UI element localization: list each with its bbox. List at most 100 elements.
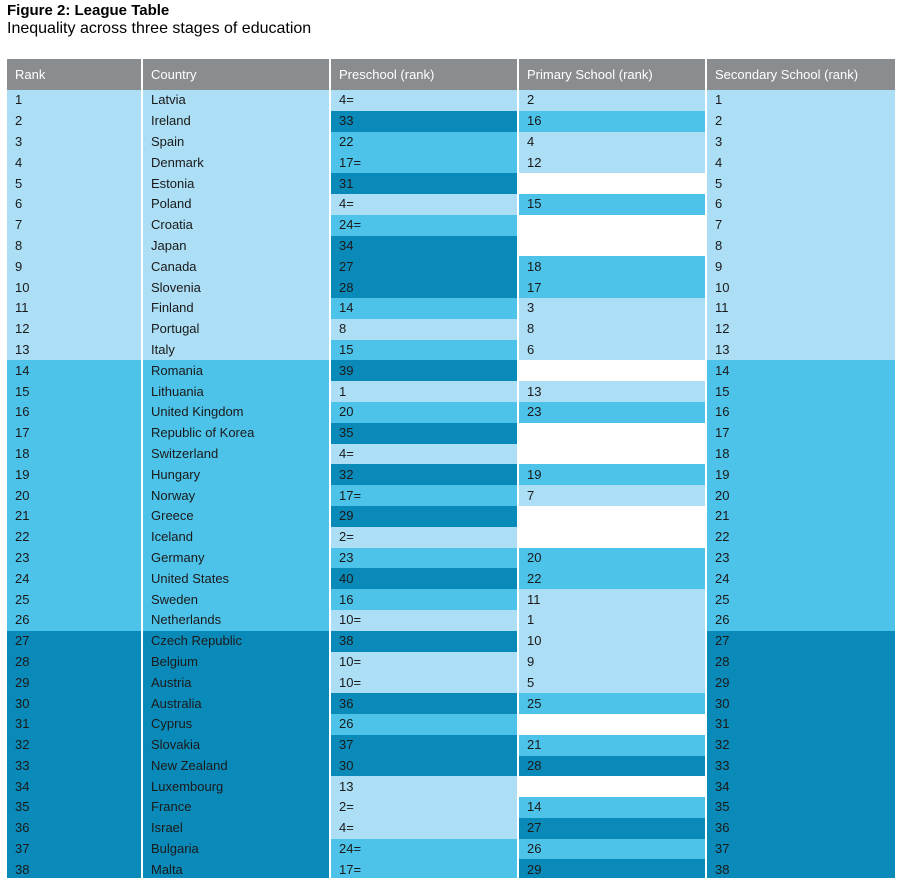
rank-cell: 7 bbox=[7, 214, 143, 236]
table-row: 4 Denmark 17= 12 4 bbox=[7, 152, 895, 174]
country-cell: Israel bbox=[142, 817, 331, 839]
preschool-cell: 17= bbox=[330, 485, 519, 506]
primary-cell: 18 bbox=[518, 256, 707, 278]
rank-cell: 24 bbox=[7, 568, 143, 590]
primary-cell: 27 bbox=[518, 817, 707, 839]
country-cell: Malta bbox=[142, 859, 331, 881]
table-row: 36 Israel 4= 27 36 bbox=[7, 817, 895, 839]
country-cell: Czech Republic bbox=[142, 630, 331, 652]
country-cell: Cyprus bbox=[142, 713, 331, 735]
preschool-cell: 37 bbox=[330, 734, 519, 756]
secondary-cell: 3 bbox=[706, 131, 895, 153]
secondary-cell: 37 bbox=[706, 838, 895, 860]
primary-cell: 2 bbox=[518, 90, 707, 111]
table-row: 13 Italy 15 6 13 bbox=[7, 339, 895, 361]
preschool-cell: 4= bbox=[330, 90, 519, 111]
table-row: 20 Norway 17= 7 20 bbox=[7, 485, 895, 506]
table-row: 6 Poland 4= 15 6 bbox=[7, 193, 895, 215]
table-row: 14 Romania 39 14 bbox=[7, 360, 895, 382]
secondary-cell: 13 bbox=[706, 339, 895, 361]
country-cell: Luxembourg bbox=[142, 776, 331, 798]
league-table: Rank Country Preschool (rank) Primary Sc… bbox=[7, 59, 895, 881]
secondary-cell: 11 bbox=[706, 297, 895, 319]
rank-cell: 31 bbox=[7, 713, 143, 735]
preschool-cell: 4= bbox=[330, 443, 519, 465]
preschool-cell: 22 bbox=[330, 131, 519, 153]
table-row: 7 Croatia 24= 7 bbox=[7, 214, 895, 236]
secondary-cell: 28 bbox=[706, 651, 895, 673]
rank-cell: 38 bbox=[7, 859, 143, 881]
country-cell: Belgium bbox=[142, 651, 331, 673]
preschool-cell: 10= bbox=[330, 672, 519, 694]
table-row: 35 France 2= 14 35 bbox=[7, 797, 895, 818]
secondary-cell: 26 bbox=[706, 609, 895, 631]
rank-cell: 20 bbox=[7, 485, 143, 506]
rank-cell: 2 bbox=[7, 110, 143, 132]
primary-cell: 14 bbox=[518, 797, 707, 818]
rank-cell: 25 bbox=[7, 589, 143, 610]
preschool-cell: 36 bbox=[330, 693, 519, 714]
primary-cell bbox=[518, 422, 707, 444]
preschool-cell: 4= bbox=[330, 193, 519, 215]
secondary-cell: 21 bbox=[706, 505, 895, 527]
table-row: 18 Switzerland 4= 18 bbox=[7, 443, 895, 465]
secondary-cell: 24 bbox=[706, 568, 895, 590]
preschool-cell: 16 bbox=[330, 589, 519, 610]
preschool-cell: 14 bbox=[330, 297, 519, 319]
column-header-secondary: Secondary School (rank) bbox=[706, 59, 895, 90]
rank-cell: 22 bbox=[7, 526, 143, 548]
preschool-cell: 24= bbox=[330, 214, 519, 236]
secondary-cell: 9 bbox=[706, 256, 895, 278]
primary-cell bbox=[518, 443, 707, 465]
rank-cell: 23 bbox=[7, 547, 143, 569]
rank-cell: 14 bbox=[7, 360, 143, 382]
primary-cell bbox=[518, 235, 707, 257]
primary-cell bbox=[518, 360, 707, 382]
primary-cell: 7 bbox=[518, 485, 707, 506]
preschool-cell: 17= bbox=[330, 152, 519, 174]
preschool-cell: 39 bbox=[330, 360, 519, 382]
country-cell: Slovakia bbox=[142, 734, 331, 756]
country-cell: Denmark bbox=[142, 152, 331, 174]
primary-cell: 10 bbox=[518, 630, 707, 652]
table-row: 25 Sweden 16 11 25 bbox=[7, 589, 895, 610]
country-cell: United States bbox=[142, 568, 331, 590]
country-cell: Japan bbox=[142, 235, 331, 257]
preschool-cell: 26 bbox=[330, 713, 519, 735]
rank-cell: 12 bbox=[7, 318, 143, 340]
secondary-cell: 23 bbox=[706, 547, 895, 569]
table-row: 8 Japan 34 8 bbox=[7, 235, 895, 257]
primary-cell: 23 bbox=[518, 401, 707, 423]
secondary-cell: 6 bbox=[706, 193, 895, 215]
table-row: 27 Czech Republic 38 10 27 bbox=[7, 630, 895, 652]
country-cell: Estonia bbox=[142, 173, 331, 194]
table-row: 33 New Zealand 30 28 33 bbox=[7, 755, 895, 777]
secondary-cell: 15 bbox=[706, 381, 895, 402]
table-row: 23 Germany 23 20 23 bbox=[7, 547, 895, 569]
figure-title: Figure 2: League Table bbox=[7, 2, 170, 19]
country-cell: Netherlands bbox=[142, 609, 331, 631]
primary-cell bbox=[518, 526, 707, 548]
preschool-cell: 31 bbox=[330, 173, 519, 194]
country-cell: Portugal bbox=[142, 318, 331, 340]
secondary-cell: 22 bbox=[706, 526, 895, 548]
rank-cell: 11 bbox=[7, 297, 143, 319]
rank-cell: 4 bbox=[7, 152, 143, 174]
table-row: 11 Finland 14 3 11 bbox=[7, 297, 895, 319]
preschool-cell: 34 bbox=[330, 235, 519, 257]
country-cell: Lithuania bbox=[142, 381, 331, 402]
table-row: 2 Ireland 33 16 2 bbox=[7, 110, 895, 132]
rank-cell: 1 bbox=[7, 90, 143, 111]
primary-cell: 5 bbox=[518, 672, 707, 694]
rank-cell: 13 bbox=[7, 339, 143, 361]
country-cell: United Kingdom bbox=[142, 401, 331, 423]
table-row: 22 Iceland 2= 22 bbox=[7, 526, 895, 548]
secondary-cell: 8 bbox=[706, 235, 895, 257]
secondary-cell: 31 bbox=[706, 713, 895, 735]
preschool-cell: 40 bbox=[330, 568, 519, 590]
table-row: 19 Hungary 32 19 19 bbox=[7, 464, 895, 486]
primary-cell: 8 bbox=[518, 318, 707, 340]
preschool-cell: 20 bbox=[330, 401, 519, 423]
rank-cell: 30 bbox=[7, 693, 143, 714]
country-cell: Austria bbox=[142, 672, 331, 694]
